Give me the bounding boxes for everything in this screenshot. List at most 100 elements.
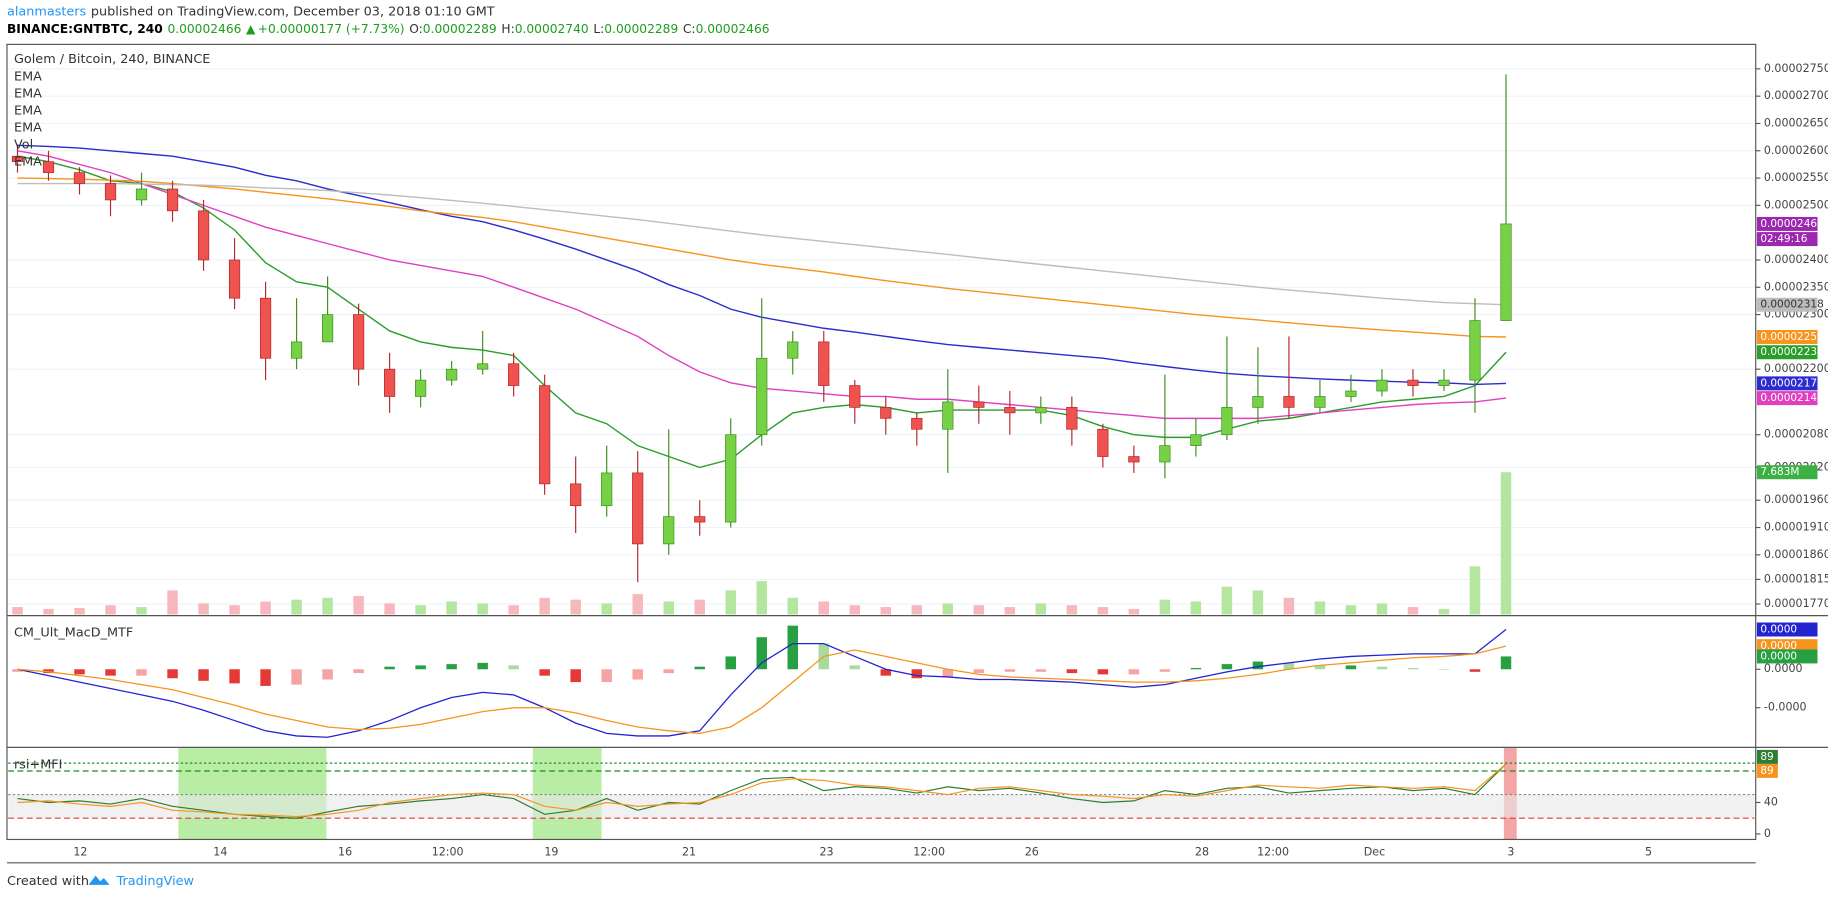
macd-hist-bar: [1066, 669, 1078, 674]
macd-hist-bar: [229, 669, 240, 684]
price-tag-bg: [1756, 232, 1818, 247]
macd-hist-bar: [1345, 665, 1357, 670]
change-arrow: ▲: [246, 22, 256, 36]
candle-body: [73, 172, 86, 184]
macd-hist-bar: [1128, 669, 1140, 675]
macd-hist-bar: [167, 669, 178, 679]
macd-hist-bar: [260, 669, 271, 686]
macd-hist-bar: [1004, 669, 1016, 672]
volume-bar: [632, 594, 643, 615]
brand[interactable]: TradingView: [116, 874, 194, 889]
volume-bar: [260, 601, 271, 615]
rsi-highlight: [178, 747, 327, 840]
macd-hist-bar: [353, 669, 364, 674]
x-tick-label: 12:00: [432, 845, 464, 858]
y-tick-label: 0.00002400: [1764, 253, 1828, 266]
candle-body: [663, 516, 675, 545]
rsi-band: [8, 794, 1755, 819]
candle-body: [756, 357, 768, 436]
volume-bar: [1221, 586, 1233, 615]
price-tag: 0.00002318: [1760, 299, 1823, 311]
candle-body: [849, 385, 861, 408]
volume-bar: [539, 597, 550, 615]
candle-body: [694, 516, 706, 523]
volume-bar: [973, 605, 985, 615]
candle-body: [787, 341, 799, 359]
volume-bar: [601, 603, 612, 615]
rsi-title: rsi+MFI: [14, 757, 62, 772]
candle-body: [880, 407, 892, 419]
macd-hist-bar: [663, 669, 674, 674]
volume-bar: [477, 603, 488, 615]
candle-body: [259, 297, 272, 359]
macd-title: CM_Ult_MacD_MTF: [14, 626, 133, 641]
legend-entry: EMA: [14, 104, 42, 119]
candle-body: [1500, 223, 1512, 321]
macd-hist-bar: [632, 669, 643, 680]
candle-body: [1314, 396, 1326, 408]
volume-bar: [1376, 603, 1388, 615]
candle-body: [321, 314, 334, 343]
volume-bar: [1345, 605, 1357, 615]
created-with: Created with: [7, 874, 89, 889]
volume-bar: [787, 597, 799, 615]
volume-bar: [415, 605, 426, 615]
price-tag-bg: [1756, 622, 1818, 637]
candle-body: [384, 368, 396, 397]
l-label: L:: [593, 22, 604, 36]
macd-hist-bar: [105, 669, 116, 676]
candle-body: [104, 183, 117, 201]
price-tag: 0.0000: [1760, 640, 1797, 652]
macd-hist-bar: [1190, 667, 1202, 670]
x-tick-label: 3: [1507, 845, 1514, 858]
macd-hist-bar: [880, 669, 892, 676]
volume-bar: [136, 607, 147, 615]
published: published on TradingView.com, December 0…: [91, 4, 495, 19]
macd-hist-bar: [508, 665, 519, 670]
symbol: BINANCE:GNTBTC, 240: [7, 22, 163, 36]
chart-title: Golem / Bitcoin, 240, BINANCE: [14, 52, 210, 67]
l-value: 0.00002289: [604, 22, 678, 36]
volume-bar: [1128, 608, 1140, 615]
volume-bar: [1500, 472, 1512, 615]
candle-body: [42, 161, 55, 173]
y-tick-label: 0.00001770: [1764, 597, 1828, 610]
o-value: 0.00002289: [423, 22, 497, 36]
macd-hist-bar: [1376, 666, 1388, 670]
macd-hist-bar: [415, 665, 426, 670]
author[interactable]: alanmasters: [7, 4, 87, 19]
candle-body: [1469, 320, 1481, 381]
price-tag-bg: [1756, 329, 1818, 344]
price-tag: 0.0000: [1760, 650, 1797, 662]
volume-bar: [880, 607, 892, 615]
y-tick-label: 0.00001960: [1764, 493, 1828, 506]
x-tick-label: 28: [1195, 845, 1209, 858]
candle-body: [1097, 428, 1109, 457]
volume-bar: [1252, 590, 1264, 615]
macd-hist-bar: [1252, 661, 1264, 670]
macd-hist-bar: [911, 669, 923, 679]
price-tag-bg: [1756, 297, 1818, 312]
y-tick-label: 0.00002700: [1764, 89, 1828, 102]
macd-hist-bar: [198, 669, 209, 681]
brand-logo: [88, 875, 110, 885]
macd-hist-bar: [601, 669, 612, 683]
macd-line: [17, 645, 1507, 735]
candle-body: [197, 210, 210, 261]
y-tick-label: 0.00002200: [1764, 362, 1828, 375]
candle-body: [1128, 456, 1140, 463]
ema-line: [17, 182, 1507, 306]
rsi-line: [17, 763, 1507, 819]
volume-bar: [694, 599, 705, 615]
macd-hist-bar: [1438, 669, 1450, 670]
candle-body: [1438, 379, 1450, 386]
candle-body: [477, 363, 489, 370]
rsi-tag-bg: [1756, 749, 1778, 764]
macd-line: [17, 628, 1507, 738]
rsi-tag: 89: [1760, 751, 1773, 763]
h-label: H:: [501, 22, 514, 36]
o-label: O:: [409, 22, 423, 36]
y-tick-label: -0.0000: [1764, 701, 1807, 714]
candle-body: [508, 363, 520, 386]
